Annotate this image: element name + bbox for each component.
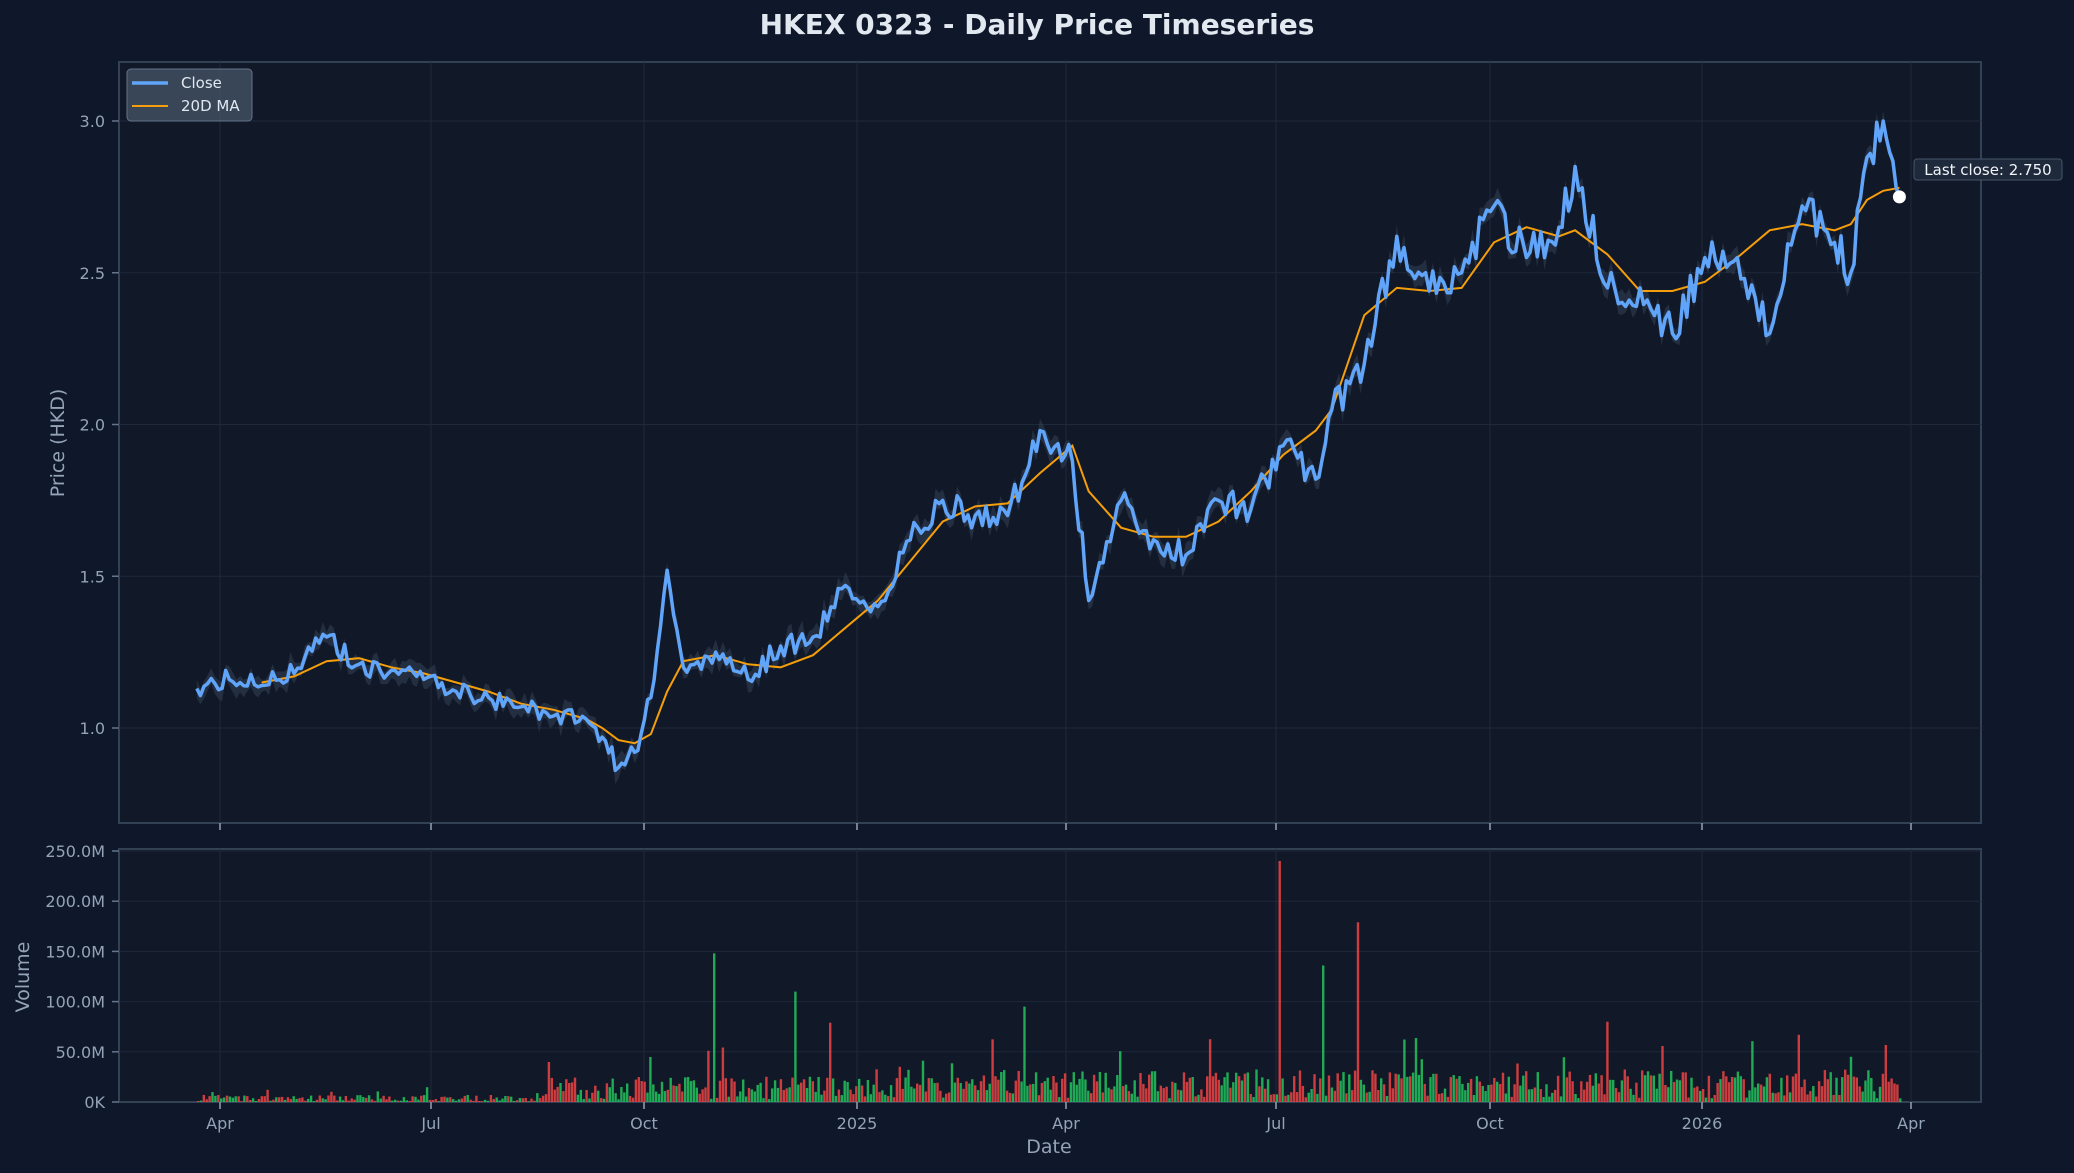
x-axis-label: Date [1026,1136,1071,1158]
svg-text:1.0: 1.0 [80,719,105,738]
svg-text:250.0M: 250.0M [45,842,105,861]
svg-text:Oct: Oct [630,1114,658,1133]
svg-text:2026: 2026 [1682,1114,1723,1133]
svg-text:150.0M: 150.0M [45,942,105,961]
price-y-ticks: 1.0 1.5 2.0 2.5 3.0 [80,112,119,738]
svg-text:Jul: Jul [1265,1114,1285,1133]
svg-text:Jul: Jul [420,1114,440,1133]
svg-text:0K: 0K [84,1093,105,1112]
last-close-label: Last close: 2.750 [1924,161,2051,179]
last-close-marker [1892,190,1906,204]
svg-text:100.0M: 100.0M [45,993,105,1012]
legend: Close 20D MA [126,68,253,122]
svg-text:2.5: 2.5 [80,264,105,283]
svg-text:50.0M: 50.0M [56,1043,105,1062]
svg-text:Apr: Apr [1897,1114,1925,1133]
volume-gridlines [119,849,1981,1102]
price-gridlines [119,62,1981,823]
svg-text:2025: 2025 [837,1114,878,1133]
last-close-annotation: Last close: 2.750 [1913,158,2063,181]
ma-20d-line [261,186,1900,745]
close-price-line [195,119,1902,773]
svg-text:Oct: Oct [1476,1114,1504,1133]
svg-text:1.5: 1.5 [80,567,105,586]
svg-text:Apr: Apr [206,1114,234,1133]
price-x-ticks [219,823,1912,830]
svg-text:2.0: 2.0 [80,416,105,435]
volume-axis-label: Volume [12,942,34,1013]
price-axis-label: Price (HKD) [47,389,69,498]
volume-bars [196,861,1902,1102]
svg-text:3.0: 3.0 [80,112,105,131]
chart-title: HKEX 0323 - Daily Price Timeseries [759,8,1315,41]
legend-ma-label: 20D MA [181,97,240,115]
volume-x-ticks: Apr Jul Oct 2025 Apr Jul Oct 2026 Apr [206,1102,1925,1133]
svg-text:Apr: Apr [1052,1114,1080,1133]
svg-text:200.0M: 200.0M [45,892,105,911]
volume-y-ticks: 0K 50.0M 100.0M 150.0M 200.0M 250.0M [45,842,119,1112]
legend-close-label: Close [181,74,222,92]
volume-plot-area [118,848,1982,1103]
